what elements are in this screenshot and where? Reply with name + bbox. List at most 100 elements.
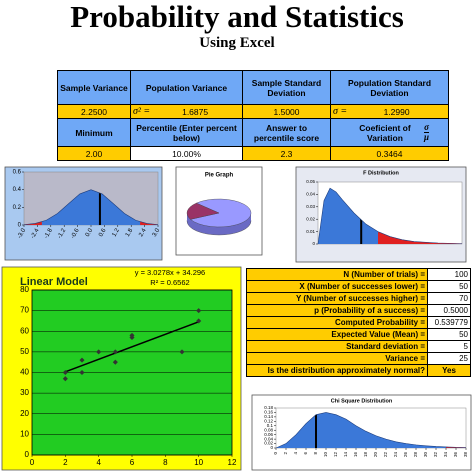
curve (275, 412, 467, 449)
y-tick-label: 0.04 (264, 436, 273, 441)
x-tick-label: 12 (333, 452, 338, 458)
row: Expected Value (Mean) = 50 (246, 328, 471, 341)
pie-slice (186, 202, 220, 220)
result-value: 0.539779 (427, 316, 471, 329)
x-tick-label: 4 (293, 452, 298, 455)
symbol: σ = (333, 105, 348, 117)
result-value: 70 (427, 292, 471, 305)
x-tick-label: -2.4 (30, 227, 41, 240)
cell: Sample Variance (57, 70, 131, 105)
y-tick-label: 0.03 (306, 204, 315, 209)
result-label: Expected Value (Mean) = (246, 328, 428, 341)
x-tick-label: 38 (463, 452, 468, 458)
area-fill (276, 412, 466, 448)
y-tick-label: 60 (20, 326, 29, 335)
x-tick-label: 10 (194, 458, 203, 467)
point (96, 349, 102, 355)
cell: Minimum (57, 118, 131, 147)
x-tick-label: 20 (373, 452, 378, 458)
cell: Answer to percentile score (242, 118, 331, 147)
point (129, 332, 135, 338)
cell: 2.3 (242, 146, 331, 161)
point (196, 318, 202, 324)
result-value: 100 (427, 268, 471, 281)
y-tick-label: 30 (20, 388, 29, 397)
row: 2.2500 σ² = 1.6875 1.5000 σ = 1.2990 (57, 104, 449, 119)
y-tick-label: 0.12 (264, 419, 273, 424)
y-tick-label: 0.05 (306, 179, 315, 184)
numerator: σ (423, 122, 429, 133)
result-label: Y (Number of successes higher) = (246, 292, 428, 305)
x-tick-label: 12 (228, 458, 237, 467)
row: p (Probability of a success) = 0.5000 (246, 304, 471, 317)
cell: 0.3464 (330, 146, 449, 161)
row: Sample Variance Population Variance Samp… (57, 70, 449, 105)
cell: σ² = 1.6875 (130, 104, 243, 119)
subtitle: Using Excel (199, 35, 275, 51)
cell: 2.00 (57, 146, 131, 161)
row: Standard deviation = 5 (246, 340, 471, 353)
x-tick-label: 3.0 (152, 227, 162, 238)
y-tick-label: 0 (312, 241, 315, 246)
result-value: 50 (427, 280, 471, 293)
y-tick-label: 0.18 (264, 405, 273, 410)
cell: Sample Standard Deviation (242, 70, 331, 105)
point (179, 349, 185, 355)
x-tick-label: 18 (363, 452, 368, 458)
x-tick-label: 6 (303, 452, 308, 455)
area-fill (318, 188, 462, 244)
chart-title: Linear Model (20, 276, 88, 288)
result-value: 25 (427, 352, 471, 365)
x-tick-label: 2.4 (138, 227, 148, 238)
area-fill (24, 189, 158, 225)
stats-table: Sample Variance Population Variance Samp… (57, 70, 449, 161)
x-tick-label: 6 (130, 458, 135, 467)
x-tick-label: 1.2 (112, 227, 122, 238)
y-tick-label: 0.16 (264, 410, 273, 415)
result-value: 5 (427, 340, 471, 353)
pie-slice (190, 198, 252, 228)
row: Variance = 25 (246, 352, 471, 365)
row: Is the distribution approximately normal… (246, 364, 471, 377)
y-tick-label: 0.4 (13, 187, 22, 193)
chart-title: F Distribution (363, 170, 399, 176)
y-tick-label: 0.01 (306, 229, 315, 234)
row: Computed Probability = 0.539779 (246, 316, 471, 329)
y-tick-label: 0.04 (306, 192, 315, 197)
value: 1.6875 (182, 106, 209, 117)
y-tick-label: 20 (20, 409, 29, 418)
row: 2.00 10.00% 2.3 0.3464 (57, 146, 449, 161)
result-label: Computed Probability = (246, 316, 428, 329)
row: Minimum Percentile (Enter percent below)… (57, 118, 449, 147)
value: 1.2990 (383, 106, 410, 117)
y-tick-label: 0.06 (264, 432, 273, 437)
y-tick-label: 0 (18, 223, 22, 229)
result-value: Yes (427, 364, 471, 377)
input-cell[interactable]: 10.00% (130, 146, 243, 161)
curve (23, 189, 159, 225)
y-tick-label: 40 (20, 368, 29, 377)
cell: Percentile (Enter percent below) (130, 118, 243, 147)
chart-title: Chi Square Distribution (331, 398, 393, 404)
y-tick-label: 0.1 (267, 423, 274, 428)
y-tick-label: 0.02 (264, 441, 273, 446)
results-table: N (Number of trials) = 100 X (Number of su… (246, 268, 471, 377)
y-tick-label: 0.14 (264, 414, 273, 419)
trendline (65, 321, 199, 373)
marker-line (98, 189, 101, 225)
x-tick-label: 0.6 (98, 227, 108, 238)
y-tick-label: 0.08 (264, 427, 273, 432)
result-label: N (Number of trials) = (246, 268, 428, 281)
row: Y (Number of successes higher) = 70 (246, 292, 471, 305)
result-label: Is the distribution approximately normal… (246, 364, 428, 377)
label: Coeficient of Variation (359, 122, 411, 143)
x-tick-label: 1.8 (125, 227, 135, 238)
x-tick-label: 0 (273, 452, 278, 455)
result-value: 0.5000 (427, 304, 471, 317)
y-tick-label: 0 (25, 450, 30, 459)
row: N (Number of trials) = 100 (246, 268, 471, 281)
cell: 1.5000 (242, 104, 331, 119)
x-tick-label: 10 (323, 452, 328, 458)
